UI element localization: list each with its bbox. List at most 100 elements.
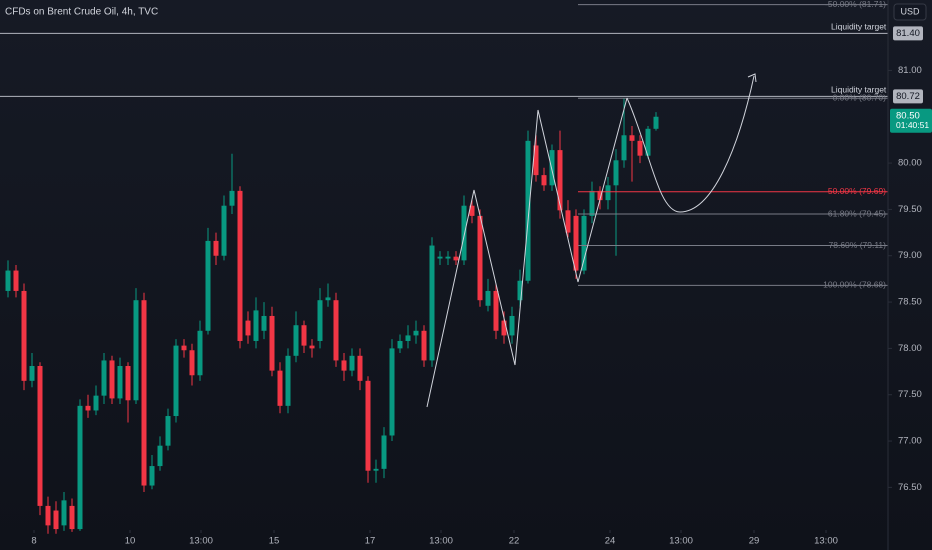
target-price-box [893, 89, 923, 104]
candle-body [469, 205, 475, 216]
candle-body [373, 468, 379, 471]
candle-body [405, 335, 411, 341]
candle-body [261, 315, 267, 331]
x-tick-label: 13:00 [189, 536, 213, 547]
x-tick-label: 24 [605, 536, 616, 547]
arrowhead [747, 73, 757, 83]
candle-body [29, 365, 35, 381]
candle-body [157, 445, 163, 467]
x-tick-label: 13:00 [814, 536, 838, 547]
fib-label: -50.00% (81.71) [825, 0, 886, 9]
fib-label: 100.00% (78.68) [823, 280, 886, 290]
candle-body [205, 240, 211, 331]
plot-area [0, 4, 888, 534]
target-price-label: 80.72 [896, 91, 920, 102]
candle-body [165, 416, 171, 446]
candle-body [453, 256, 459, 261]
candle-body [61, 500, 67, 526]
candle-body [317, 300, 323, 341]
candle-body [525, 140, 531, 281]
candle-body [533, 145, 539, 176]
target-price-label: 81.40 [896, 28, 920, 39]
candle-body [389, 348, 395, 436]
x-tick-label: 22 [509, 536, 520, 547]
candle-body [21, 290, 27, 381]
candle-body [69, 505, 75, 530]
candle-body [637, 140, 643, 156]
fib-label: 78.60% (79.11) [829, 240, 887, 250]
candle-body [381, 435, 387, 469]
candle-body [437, 256, 443, 259]
fib-label: 50.00% (79.69) [828, 186, 886, 196]
candle-body [189, 350, 195, 376]
candle-body [101, 360, 107, 396]
candle-body [293, 325, 299, 356]
candle-body [565, 210, 571, 233]
candle-body [397, 340, 403, 349]
candle-body [149, 466, 155, 486]
target-text: Liquidity target [831, 22, 887, 32]
y-tick-label: 76.50 [898, 482, 922, 493]
candle-body [621, 135, 627, 161]
candle-body [605, 185, 611, 201]
candle-body [341, 360, 347, 371]
candle-body [597, 190, 603, 201]
fib-label: 0.00% (80.70) [833, 92, 887, 102]
candle-body [5, 270, 11, 291]
candle-body [445, 256, 451, 259]
candle-body [77, 405, 83, 530]
candle-body [589, 190, 595, 216]
candle-body [221, 205, 227, 256]
candle-body [421, 330, 427, 361]
candle-body [573, 215, 579, 271]
candle-body [581, 215, 587, 271]
candle-body [213, 240, 219, 256]
projection-path [626, 75, 755, 213]
candle-body [429, 245, 435, 361]
candle-body [461, 205, 467, 261]
target-text: Liquidity target [831, 85, 887, 95]
candle-body [493, 290, 499, 331]
target-price-box [893, 26, 923, 41]
candle-body [349, 355, 355, 371]
candle-body [181, 345, 187, 351]
last-price-box [890, 108, 932, 133]
candle-body [45, 505, 51, 526]
candle-body [13, 270, 19, 291]
countdown-label: 01:40:51 [896, 120, 929, 130]
chart-title: CFDs on Brent Crude Oil, 4h, TVC [5, 7, 158, 18]
candle-body [229, 190, 235, 206]
currency-button[interactable] [893, 3, 927, 21]
candle-body [285, 355, 291, 406]
x-tick-label: 13:00 [669, 536, 693, 547]
candle-body [237, 190, 243, 341]
x-tick-label: 8 [31, 536, 36, 547]
candle-body [37, 365, 43, 506]
currency-label[interactable]: USD [900, 6, 920, 16]
y-tick-label: 77.00 [898, 436, 922, 447]
candle-body [485, 290, 491, 306]
drawing [426, 73, 757, 408]
candle-body [557, 150, 563, 211]
x-tick-label: 13:00 [429, 536, 453, 547]
candle-body [653, 116, 659, 129]
x-tick-label: 17 [365, 536, 376, 547]
candle-body [541, 175, 547, 186]
candle-body [53, 510, 59, 530]
candle-body [141, 300, 147, 486]
y-tick-label: 80.00 [898, 158, 922, 169]
candle-body [333, 300, 339, 361]
y-tick-label: 77.50 [898, 389, 922, 400]
y-tick-label: 79.00 [898, 250, 922, 261]
y-tick-label: 81.00 [898, 65, 922, 76]
overlay: 76.5077.0077.5078.0078.5079.0079.5080.00… [31, 0, 932, 550]
candle-body [645, 128, 651, 156]
candle-body [477, 215, 483, 301]
candle-body [245, 320, 251, 336]
candle-body [125, 365, 131, 401]
candle-body [325, 297, 331, 301]
candle-body [613, 160, 619, 186]
candle-body [413, 330, 419, 336]
